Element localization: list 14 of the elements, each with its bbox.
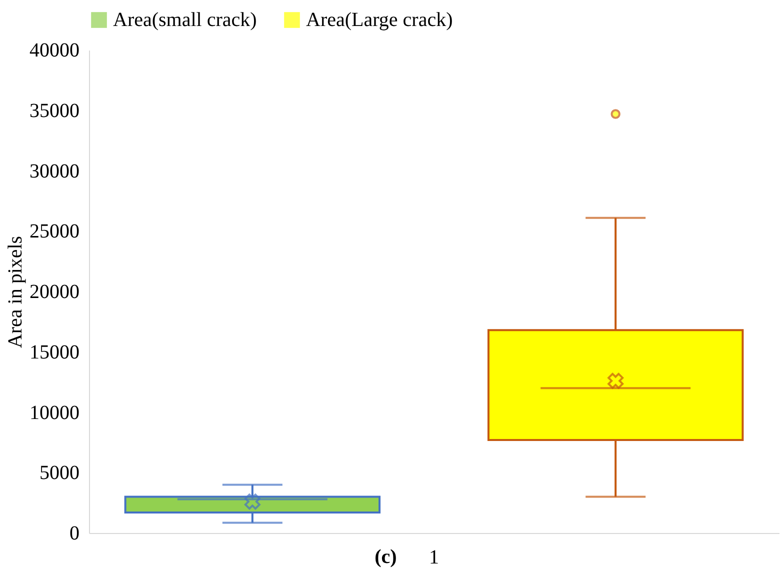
y-tick-label: 0 <box>70 522 80 544</box>
y-tick-label: 15000 <box>30 341 80 364</box>
legend-label: Area(Large crack) <box>306 9 453 31</box>
y-tick-label: 10000 <box>30 402 80 424</box>
legend-label: Area(small crack) <box>113 9 257 31</box>
y-axis-title: Area in pixels <box>4 236 26 348</box>
x-tick-label: 1 <box>429 546 439 568</box>
y-tick-label: 40000 <box>30 40 80 62</box>
text: (c) <box>374 546 397 568</box>
y-tick-label: 20000 <box>30 281 80 303</box>
y-tick-label: 5000 <box>40 462 80 484</box>
y-tick-label: 30000 <box>30 160 80 182</box>
y-tick-label: 25000 <box>30 220 80 243</box>
y-tick-label: 35000 <box>30 100 80 122</box>
